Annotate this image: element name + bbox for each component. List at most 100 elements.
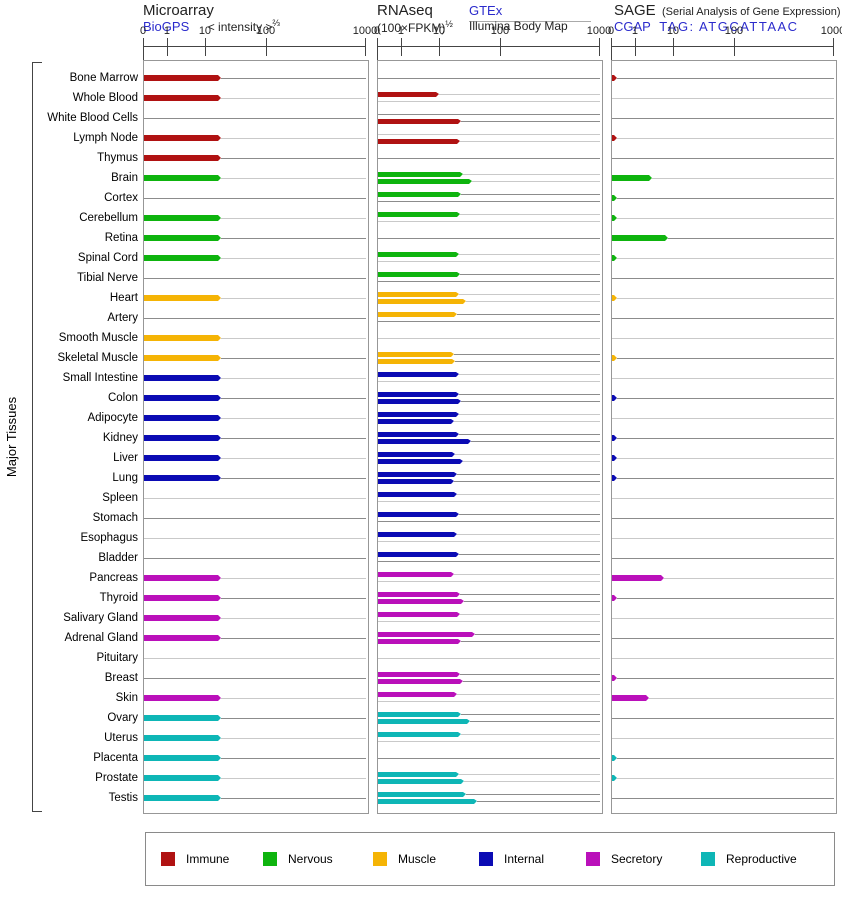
baseline bbox=[461, 641, 600, 642]
expression-bar bbox=[378, 672, 460, 677]
expression-bar bbox=[144, 415, 222, 421]
panel-rnaseq bbox=[377, 60, 603, 814]
rnaseq-axis-tick-label: 0 bbox=[373, 25, 381, 37]
baseline bbox=[378, 221, 600, 222]
expression-bar bbox=[378, 712, 462, 717]
bar-tip bbox=[218, 395, 222, 401]
expression-bar bbox=[378, 592, 460, 597]
bar-tip bbox=[218, 695, 222, 701]
panel-sage bbox=[611, 60, 837, 814]
expression-bar bbox=[378, 792, 467, 797]
legend-swatch-secretory bbox=[586, 852, 600, 866]
tissue-label: Spinal Cord bbox=[77, 252, 138, 264]
baseline bbox=[612, 638, 834, 639]
baseline bbox=[453, 421, 600, 422]
expression-bar bbox=[378, 692, 457, 697]
baseline bbox=[457, 474, 600, 475]
microarray-annotation: < intensity >⅔ bbox=[207, 18, 280, 34]
baseline bbox=[612, 378, 834, 379]
baseline bbox=[617, 458, 834, 459]
biogps-link[interactable]: BioGPS bbox=[143, 19, 190, 34]
baseline bbox=[461, 194, 600, 195]
baseline bbox=[617, 678, 834, 679]
baseline bbox=[459, 594, 600, 595]
legend-swatch-immune bbox=[161, 852, 175, 866]
baseline bbox=[663, 578, 834, 579]
baseline bbox=[612, 338, 834, 339]
tissue-label: Ovary bbox=[107, 712, 138, 724]
rnaseq-axis-tick-label: 1 bbox=[397, 25, 405, 37]
expression-bar bbox=[144, 435, 222, 441]
tissue-label: Breast bbox=[104, 672, 138, 684]
rnaseq-unit: (100×FPKM)½ bbox=[377, 19, 453, 35]
expression-bar bbox=[378, 412, 459, 417]
expression-bar bbox=[378, 639, 462, 644]
legend-label-secretory: Secretory bbox=[611, 852, 663, 866]
expression-bar bbox=[378, 119, 462, 124]
sage-axis-line bbox=[611, 46, 833, 47]
baseline bbox=[457, 314, 600, 315]
baseline bbox=[458, 554, 600, 555]
expression-bar bbox=[378, 492, 457, 497]
baseline bbox=[378, 134, 600, 135]
tissue-label: Smooth Muscle bbox=[58, 332, 138, 344]
legend: Immune Nervous Muscle Internal Secretory Repr… bbox=[145, 832, 835, 886]
baseline bbox=[462, 681, 600, 682]
bar-tip bbox=[218, 775, 222, 781]
tissue-label: Adrenal Gland bbox=[64, 632, 138, 644]
expression-bar bbox=[612, 215, 618, 221]
sage-panel-title: SAGE bbox=[614, 2, 656, 19]
baseline bbox=[221, 698, 366, 699]
cgap-link[interactable]: CGAP bbox=[614, 19, 651, 34]
baseline bbox=[466, 301, 600, 302]
bar-tip bbox=[614, 135, 618, 141]
bar-tip bbox=[218, 575, 222, 581]
tissue-label: Artery bbox=[107, 312, 138, 324]
rnaseq-axis-tick-label: 1000 bbox=[586, 25, 612, 37]
tissue-label: Pituitary bbox=[96, 652, 138, 664]
bar-tip bbox=[455, 372, 459, 377]
baseline bbox=[144, 538, 366, 539]
sage-axis-tick bbox=[634, 38, 636, 56]
tissue-label: Uterus bbox=[104, 732, 138, 744]
expression-bar bbox=[378, 312, 457, 317]
baseline bbox=[221, 338, 366, 339]
baseline bbox=[458, 394, 600, 395]
bar-tip bbox=[469, 179, 473, 184]
tissue-label: Whole Blood bbox=[72, 92, 138, 104]
microarray-axis-tick-label: 10 bbox=[198, 25, 212, 37]
bar-tip bbox=[456, 212, 460, 217]
baseline bbox=[612, 498, 834, 499]
baseline bbox=[221, 258, 366, 259]
tissue-label: Salivary Gland bbox=[63, 612, 138, 624]
microarray-axis-tick bbox=[265, 38, 267, 56]
bar-tip bbox=[455, 772, 459, 777]
bar-tip bbox=[458, 639, 462, 644]
baseline bbox=[221, 98, 366, 99]
tissue-label: Bladder bbox=[98, 552, 138, 564]
bar-tip bbox=[463, 792, 467, 797]
expression-bar bbox=[612, 755, 618, 761]
baseline bbox=[472, 181, 600, 182]
expression-bar bbox=[144, 695, 222, 701]
expression-bar bbox=[144, 255, 222, 261]
baseline bbox=[221, 378, 366, 379]
bar-tip bbox=[463, 299, 467, 304]
tissue-label: Prostate bbox=[95, 772, 138, 784]
expression-bar bbox=[144, 575, 222, 581]
bar-tip bbox=[645, 695, 649, 701]
bar-tip bbox=[614, 755, 618, 761]
bar-tip bbox=[218, 595, 222, 601]
sage-axis-tick bbox=[833, 38, 834, 56]
bar-tip bbox=[458, 119, 462, 124]
expression-bar bbox=[144, 235, 222, 241]
tissue-label: Spleen bbox=[102, 492, 138, 504]
bar-tip bbox=[467, 719, 471, 724]
baseline bbox=[221, 298, 366, 299]
gtex-link[interactable]: GTEx bbox=[469, 3, 503, 18]
baseline bbox=[221, 178, 366, 179]
baseline bbox=[461, 734, 600, 735]
bar-tip bbox=[458, 399, 462, 404]
tissue-label: Retina bbox=[104, 232, 138, 244]
bar-tip bbox=[218, 255, 222, 261]
